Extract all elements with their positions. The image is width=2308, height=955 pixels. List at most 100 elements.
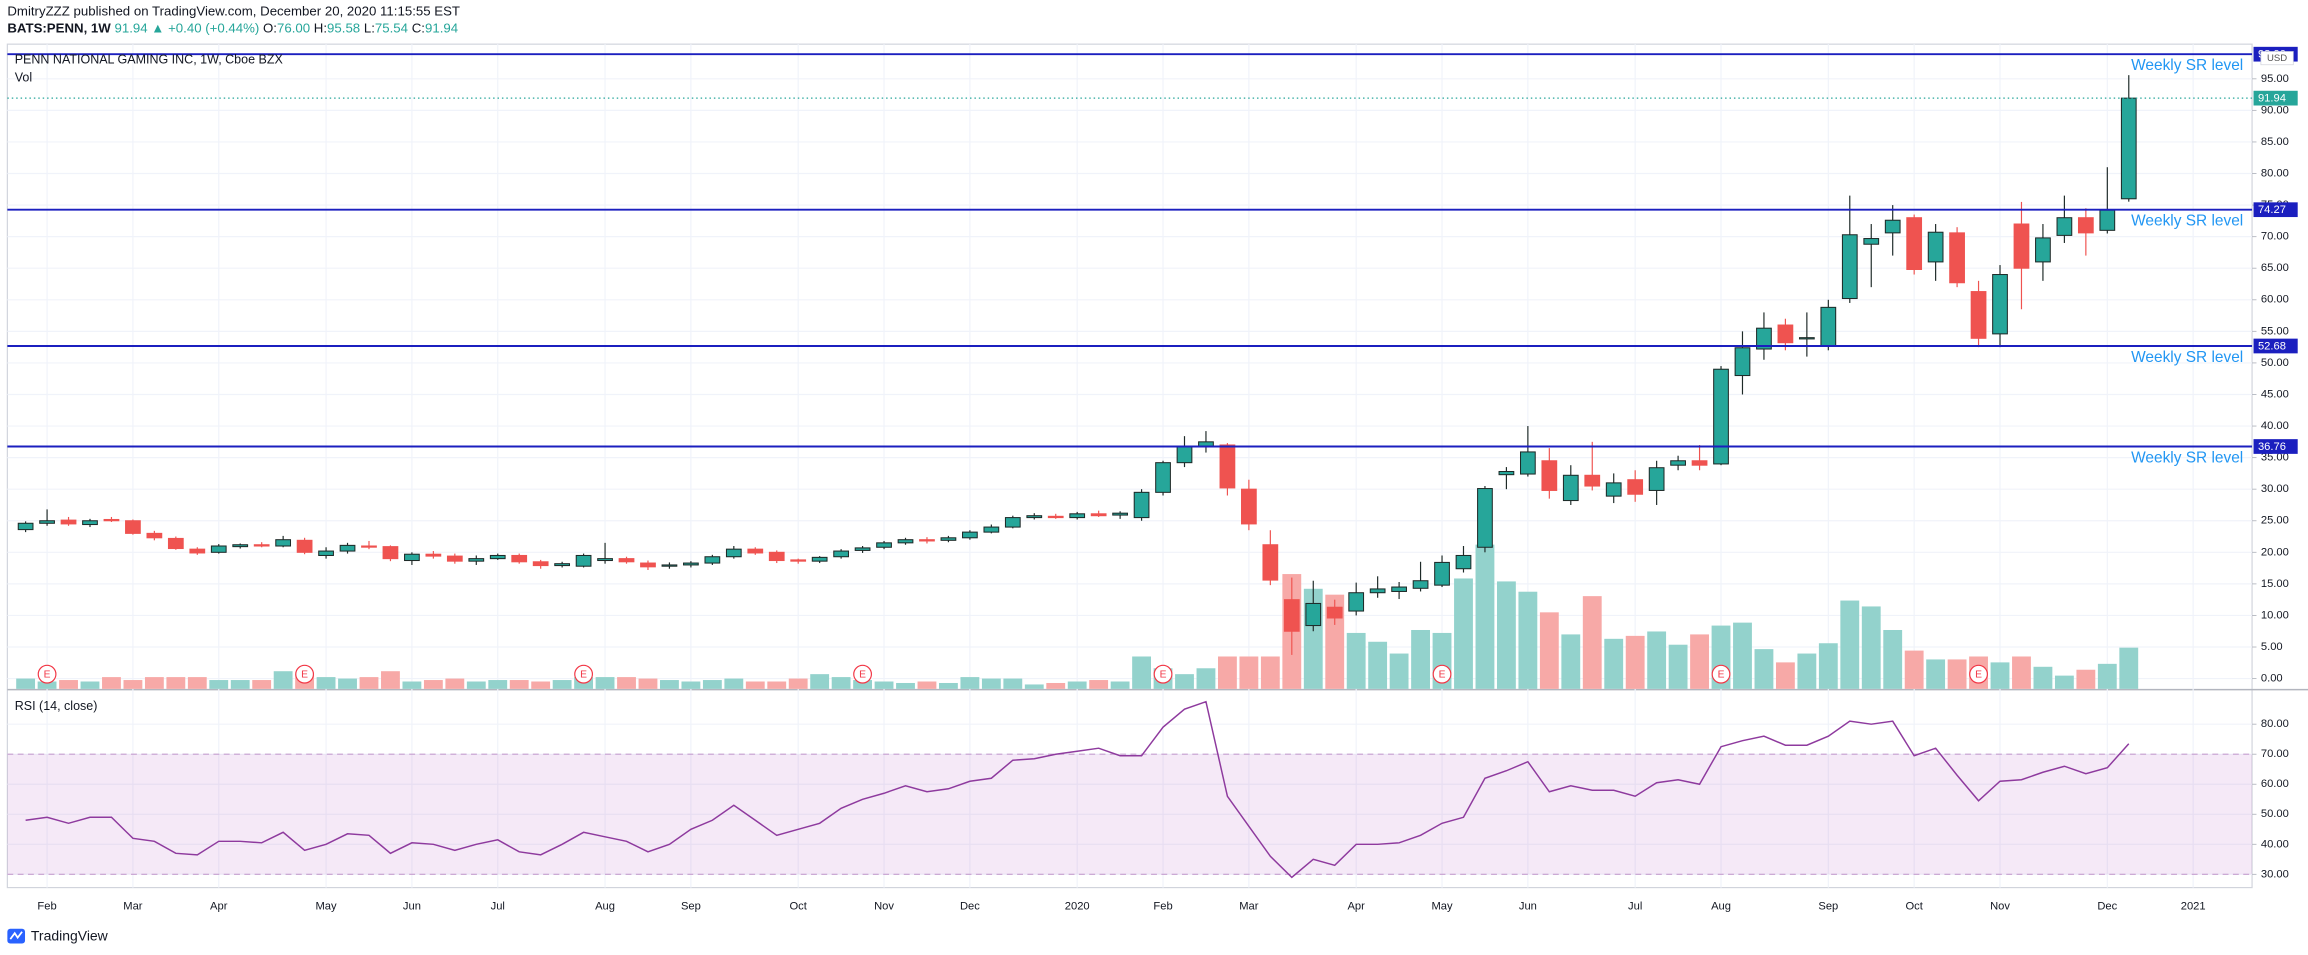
candle-body <box>640 562 656 568</box>
volume-bar <box>552 680 572 689</box>
volume-bar <box>1561 634 1581 689</box>
volume-bar <box>2033 666 2053 689</box>
candle-body <box>575 554 592 567</box>
candle-body <box>919 539 935 542</box>
candle-body <box>82 520 98 526</box>
candle-body <box>1305 602 1322 627</box>
y-tick-label: 65.00 <box>2261 262 2289 274</box>
y-tick-label: 85.00 <box>2261 136 2289 148</box>
volume-bar <box>1067 681 1087 689</box>
volume-bar <box>853 680 873 689</box>
y-tick-label: 30.00 <box>2261 483 2289 495</box>
currency-box <box>2260 51 2294 66</box>
candle-body <box>404 553 420 562</box>
y-tick-label: 40.00 <box>2261 420 2289 432</box>
x-tick-label: Feb <box>1153 901 1172 913</box>
event-label: E <box>859 670 866 681</box>
candle-body <box>511 554 528 563</box>
candle-body <box>39 520 55 524</box>
event-label: E <box>301 670 308 681</box>
volume-bar <box>59 680 78 689</box>
volume-bar <box>810 674 830 689</box>
candle-body <box>468 558 485 562</box>
candle-body <box>1283 599 1300 632</box>
x-tick-label: Mar <box>123 901 143 913</box>
volume-bar <box>660 680 679 689</box>
candle-body <box>1434 561 1450 586</box>
volume-bar <box>2097 663 2117 689</box>
y-tick-label: 5.00 <box>2261 641 2283 653</box>
candle-body <box>296 539 313 553</box>
event-marker <box>295 664 315 684</box>
candle-body <box>189 548 206 554</box>
candle-body <box>1798 337 1815 340</box>
volume-bar <box>1454 578 1473 689</box>
candle-body <box>1884 219 1901 234</box>
volume-bar <box>273 671 293 689</box>
symbol-line: BATS:PENN, 1W 91.94 ▲ +0.40 (+0.44%) O:7… <box>7 20 458 35</box>
volume-bar <box>702 680 722 689</box>
candle-body <box>2120 97 2137 200</box>
candle-body <box>1262 544 1279 581</box>
legend-value: 76.00 <box>277 20 310 35</box>
volume-bar <box>102 677 121 689</box>
x-tick-label: May <box>316 901 338 913</box>
volume-bar <box>1818 643 1838 689</box>
candle-body <box>1412 580 1429 589</box>
change: ▲ +0.40 (+0.44%) <box>151 20 259 35</box>
candle-body <box>382 546 399 560</box>
candle-body <box>597 558 613 562</box>
candle-body <box>1069 513 1086 519</box>
y-tick-label: 0.00 <box>2261 673 2283 685</box>
y-tick-label: 20.00 <box>2261 546 2289 558</box>
last-price-label: 91.94 <box>2258 93 2286 105</box>
volume-bar <box>1840 600 1860 689</box>
volume-bar <box>1110 681 1130 689</box>
volume-bar <box>2119 647 2139 689</box>
x-tick-label: Jul <box>1628 901 1642 913</box>
volume-bar <box>80 681 100 689</box>
volume-bar <box>1754 649 1774 689</box>
candle-body <box>704 556 721 564</box>
volume-bar <box>209 680 229 689</box>
x-tick-label: Oct <box>1905 901 1923 913</box>
y-tick-label: 30.00 <box>2261 868 2289 880</box>
candle-body <box>790 559 807 562</box>
level-price-box <box>2253 202 2298 218</box>
volume-bar <box>1475 544 1495 689</box>
volume-bar <box>1346 632 1366 689</box>
candle-body <box>146 532 163 539</box>
event-marker <box>1711 664 1731 684</box>
rsi-title: RSI (14, close) <box>15 699 98 713</box>
volume-bar <box>16 678 36 689</box>
candle-body <box>339 544 356 552</box>
y-tick-label: 80.00 <box>2261 718 2289 730</box>
candle-body <box>1133 491 1150 519</box>
x-tick-label: Oct <box>790 901 808 913</box>
volume-bar <box>724 678 744 689</box>
candle-body <box>618 558 635 563</box>
volume-bar <box>252 680 272 689</box>
candle-body <box>1691 460 1708 466</box>
volume-bar <box>939 682 958 689</box>
x-tick-label: Dec <box>2097 901 2117 913</box>
candle-body <box>1713 368 1729 465</box>
candle-body <box>253 544 270 547</box>
candle-body <box>1992 274 2008 335</box>
volume-bar <box>187 677 207 689</box>
volume-bar <box>359 677 379 689</box>
main-title: PENN NATIONAL GAMING INC, 1W, Cboe BZX <box>15 53 284 67</box>
volume-bar <box>1496 581 1516 689</box>
volume-bar <box>1196 668 1216 689</box>
y-tick-label: 45.00 <box>2261 388 2289 400</box>
volume-bar <box>1175 674 1194 689</box>
volume-bar <box>1217 656 1237 689</box>
candle-body <box>2013 223 2030 269</box>
sr-annotation: Weekly SR level <box>2131 213 2243 230</box>
volume-bar <box>423 680 443 689</box>
volume-bar <box>230 680 250 689</box>
volume-bar <box>1089 680 1109 689</box>
y-tick-label: 25.00 <box>2261 515 2289 527</box>
volume-bar <box>1604 638 1624 689</box>
